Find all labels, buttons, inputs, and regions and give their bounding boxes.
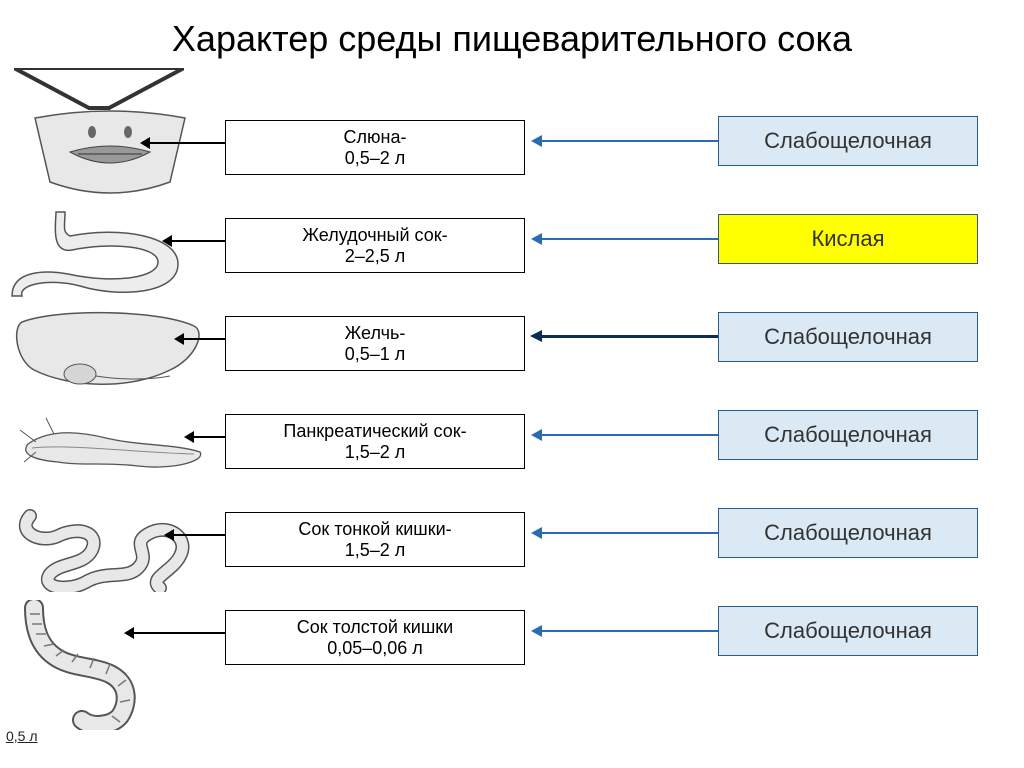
row-large-intestine: Сок толстой кишки 0,05–0,06 л Слабощелоч… [0,600,1024,690]
large-intestine-name: Сок толстой кишки [230,617,520,638]
arrow-to-mid [192,436,226,438]
small-intestine-volume: 1,5–2 л [230,540,520,561]
gastric-box: Желудочный сок- 2–2,5 л [225,218,525,273]
large-intestine-box: Сок толстой кишки 0,05–0,06 л [225,610,525,665]
stomach-icon [10,208,210,298]
gastric-name: Желудочный сок- [230,225,520,246]
arrow-to-mid [132,632,226,634]
env-saliva: Слабощелочная [718,116,978,166]
env-small-intestine: Слабощелочная [718,508,978,558]
pancreatic-name: Панкреатический сок- [230,421,520,442]
small-intestine-icon [10,502,210,592]
row-pancreas: Панкреатический сок- 1,5–2 л Слабощелочн… [0,404,1024,494]
row-liver: Желчь- 0,5–1 л Слабощелочная [0,306,1024,396]
outlet-label: 0,5 л [6,728,38,744]
saliva-box: Слюна- 0,5–2 л [225,120,525,175]
saliva-name: Слюна- [230,127,520,148]
small-intestine-name: Сок тонкой кишки- [230,519,520,540]
arrow-to-mid [170,240,226,242]
mouth-icon [10,110,210,200]
arrow-to-env [540,335,718,338]
env-bile: Слабощелочная [718,312,978,362]
funnel-icon [14,68,184,110]
arrow-to-env [540,238,718,240]
small-intestine-box: Сок тонкой кишки- 1,5–2 л [225,512,525,567]
arrow-to-mid [172,534,226,536]
arrow-to-mid [148,142,226,144]
gastric-volume: 2–2,5 л [230,246,520,267]
pancreatic-volume: 1,5–2 л [230,442,520,463]
bile-name: Желчь- [230,323,520,344]
arrow-to-env [540,532,718,534]
liver-icon [10,306,210,396]
arrow-to-env [540,434,718,436]
env-pancreatic: Слабощелочная [718,410,978,460]
arrow-to-env [540,140,718,142]
env-large-intestine: Слабощелочная [718,606,978,656]
pancreatic-box: Панкреатический сок- 1,5–2 л [225,414,525,469]
row-small-intestine: Сок тонкой кишки- 1,5–2 л Слабощелочная [0,502,1024,592]
arrow-to-env [540,630,718,632]
arrow-to-mid [182,338,226,340]
saliva-volume: 0,5–2 л [230,148,520,169]
bile-box: Желчь- 0,5–1 л [225,316,525,371]
bile-volume: 0,5–1 л [230,344,520,365]
env-gastric: Кислая [718,214,978,264]
large-intestine-icon [10,600,210,730]
row-stomach: Желудочный сок- 2–2,5 л Кислая [0,208,1024,298]
page-title: Характер среды пищеварительного сока [0,18,1024,60]
row-mouth: Слюна- 0,5–2 л Слабощелочная [0,110,1024,200]
pancreas-icon [10,404,210,494]
large-intestine-volume: 0,05–0,06 л [230,638,520,659]
